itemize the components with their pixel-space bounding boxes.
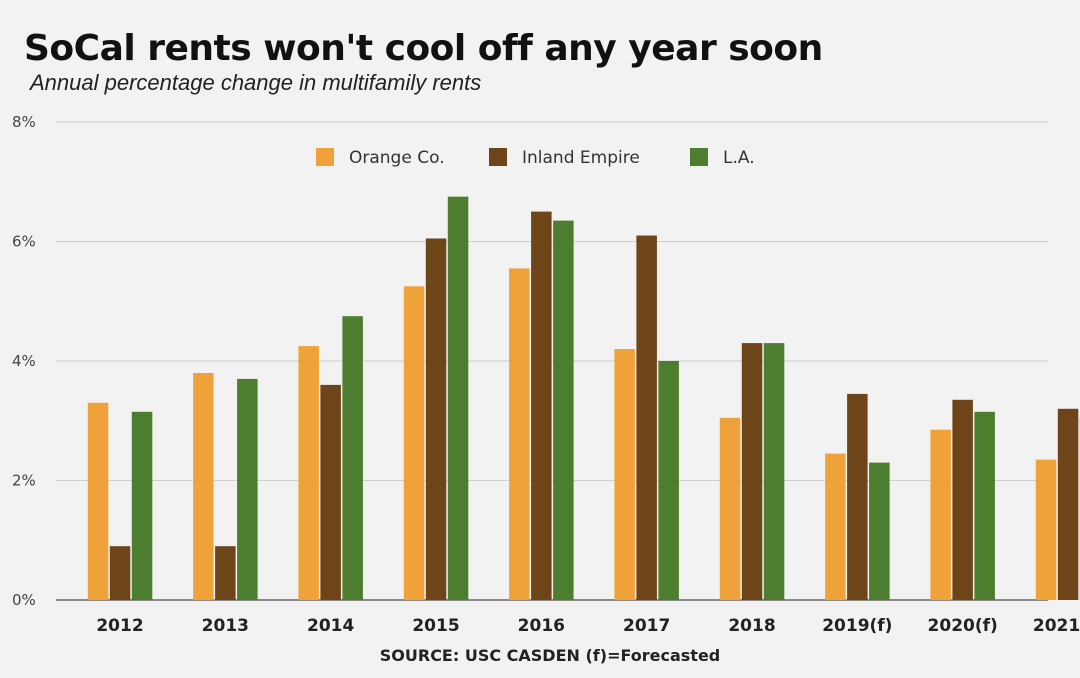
legend: Orange Co. Inland Empire L.A.: [316, 148, 755, 168]
bar-orange-co--2021-f-: [1035, 459, 1057, 600]
x-tick-label: 2015: [412, 616, 459, 636]
bar-inland-empire-2016: [531, 211, 552, 600]
x-tick-label: 2019(f): [822, 616, 892, 636]
x-tick-label: 2013: [202, 616, 249, 636]
x-tick-label: 2020(f): [928, 616, 998, 636]
y-tick-label: 6%: [12, 233, 36, 251]
bar-inland-empire-2014: [320, 384, 341, 600]
y-tick-label: 0%: [12, 591, 36, 609]
bar-l-a--2015: [447, 196, 469, 600]
legend-label-l-a-: L.A.: [723, 148, 755, 168]
bar-orange-co--2014: [298, 346, 319, 600]
legend-swatch-orange-co-: [316, 148, 334, 166]
bar-orange-co--2018: [719, 417, 741, 600]
bar-l-a--2020-f-: [974, 411, 995, 600]
axis-labels: 0% 2% 4% 6% 8% 2012 2013 2014 2015 2016 2017 2018 20…: [12, 113, 1080, 636]
bar-inland-empire-2021-f-: [1057, 408, 1079, 600]
legend-swatch-l-a-: [690, 148, 708, 166]
bar-orange-co--2020-f-: [930, 429, 951, 600]
bar-l-a--2016: [553, 220, 574, 600]
bar-orange-co--2012: [87, 402, 109, 600]
bar-l-a--2018: [763, 343, 785, 600]
y-tick-label: 2%: [12, 472, 36, 490]
bar-l-a--2012: [131, 411, 153, 600]
bar-inland-empire-2013: [215, 546, 236, 600]
source-note: SOURCE: USC CASDEN (f)=Forecasted: [380, 646, 721, 665]
x-tick-label: 2012: [96, 616, 143, 636]
bar-l-a--2014: [342, 316, 363, 600]
chart-title: SoCal rents won't cool off any year soon: [24, 28, 823, 69]
bar-inland-empire-2018: [741, 343, 763, 600]
x-tick-label: 2016: [518, 616, 565, 636]
bar-inland-empire-2017: [636, 235, 657, 600]
x-tick-label: 2014: [307, 616, 354, 636]
y-tick-label: 8%: [12, 113, 36, 131]
bar-inland-empire-2012: [109, 546, 131, 600]
bar-inland-empire-2020-f-: [952, 399, 973, 600]
bar-l-a--2013: [237, 378, 258, 600]
legend-label-inland-empire: Inland Empire: [522, 148, 640, 168]
y-tick-label: 4%: [12, 352, 36, 370]
bar-orange-co--2013: [193, 373, 214, 600]
legend-label-orange-co-: Orange Co.: [349, 148, 445, 168]
bar-orange-co--2019-f-: [825, 453, 846, 600]
bar-inland-empire-2015: [425, 238, 447, 600]
bar-orange-co--2015: [403, 286, 425, 600]
bar-orange-co--2016: [509, 268, 530, 600]
x-tick-label: 2018: [728, 616, 775, 636]
bars: [87, 196, 1080, 600]
bar-orange-co--2017: [614, 349, 635, 600]
chart-subtitle: Annual percentage change in multifamily …: [30, 70, 482, 95]
bar-inland-empire-2019-f-: [847, 393, 868, 600]
x-tick-label: 2017: [623, 616, 670, 636]
bar-l-a--2017: [658, 361, 679, 600]
bar-l-a--2019-f-: [869, 462, 890, 600]
x-tick-label: 2021(f): [1033, 616, 1080, 636]
legend-swatch-inland-empire: [489, 148, 507, 166]
